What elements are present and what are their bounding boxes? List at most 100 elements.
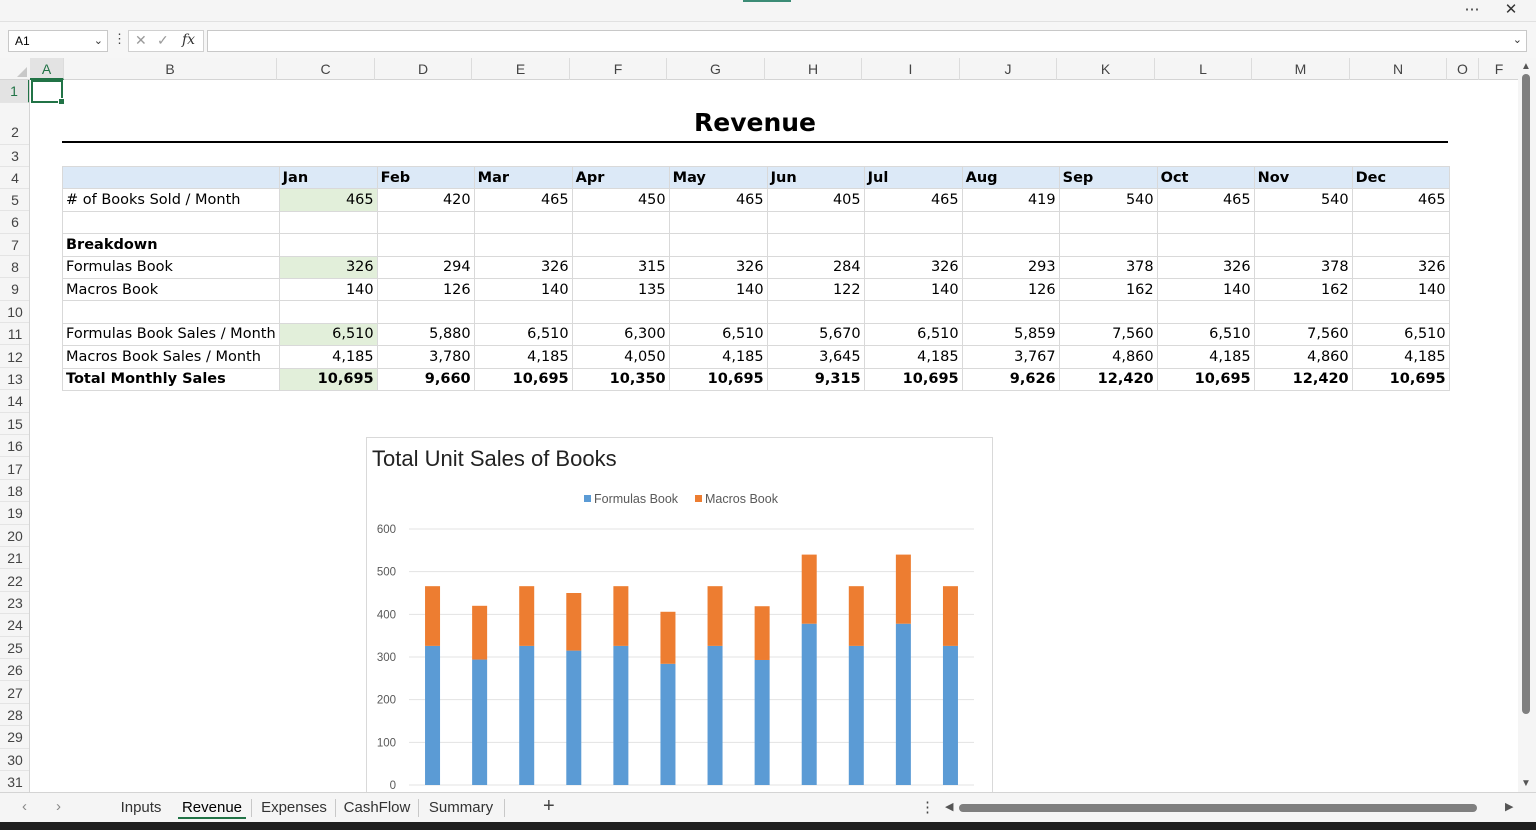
value-cell[interactable]: 10,695 [668,367,768,391]
column-header[interactable]: B [64,58,277,80]
empty-cell[interactable] [668,233,768,257]
column-header[interactable]: J [960,58,1057,80]
value-cell[interactable]: 465 [473,188,573,212]
add-sheet-icon[interactable]: + [543,795,555,817]
horizontal-scrollbar[interactable]: ◀ ▶ [945,801,1515,814]
scroll-up-icon[interactable]: ▲ [1521,61,1531,72]
empty-cell[interactable] [863,233,963,257]
row-header[interactable]: 23 [0,592,29,614]
value-cell[interactable]: 122 [766,277,865,302]
value-cell[interactable]: 162 [1253,277,1353,302]
empty-cell[interactable] [961,233,1060,257]
row-label[interactable]: # of Books Sold / Month [62,188,280,212]
empty-cell[interactable] [1253,300,1353,324]
empty-cell[interactable] [571,210,670,235]
row-header[interactable]: 4 [0,167,29,189]
value-cell[interactable]: 140 [1351,277,1450,302]
value-cell[interactable]: 326 [863,255,963,279]
row-header[interactable]: 18 [0,480,29,502]
empty-cell[interactable] [473,233,573,257]
value-cell[interactable]: 420 [376,188,475,212]
insert-function-icon[interactable]: fx [182,32,196,48]
row-header[interactable]: 25 [0,637,29,659]
close-icon[interactable]: ✕ [1504,1,1518,18]
column-header[interactable]: O [1447,58,1479,80]
row-label[interactable]: Macros Book [62,277,280,302]
empty-cell[interactable] [766,300,865,324]
value-cell[interactable]: 6,510 [278,322,378,347]
value-cell[interactable]: 140 [473,277,573,302]
next-sheet-icon[interactable]: › [56,798,61,815]
empty-cell[interactable] [473,210,573,235]
value-cell[interactable]: 315 [571,255,670,279]
value-cell[interactable]: 465 [1351,188,1450,212]
tab-inputs[interactable]: Inputs [120,799,162,816]
value-cell[interactable]: 10,695 [473,367,573,391]
value-cell[interactable]: 4,185 [473,345,573,369]
value-cell[interactable]: 5,880 [376,322,475,347]
value-cell[interactable]: 294 [376,255,475,279]
month-header[interactable]: May [668,165,768,190]
row-label[interactable]: Breakdown [62,233,280,257]
empty-cell[interactable] [1253,233,1353,257]
row-header[interactable]: 1 [0,80,29,103]
cancel-icon[interactable]: ✕ [135,32,147,48]
value-cell[interactable]: 6,510 [473,322,573,347]
empty-cell[interactable] [1253,210,1353,235]
empty-cell[interactable] [1156,300,1255,324]
tab-summary[interactable]: Summary [428,799,494,816]
month-header[interactable]: Apr [571,165,670,190]
value-cell[interactable]: 540 [1058,188,1158,212]
value-cell[interactable]: 140 [278,277,378,302]
column-header[interactable]: F [1479,58,1520,80]
vertical-scrollbar[interactable]: ▲ ▼ [1518,58,1536,792]
empty-cell[interactable] [863,210,963,235]
value-cell[interactable]: 540 [1253,188,1353,212]
row-label[interactable]: Macros Book Sales / Month [62,345,280,369]
value-cell[interactable]: 4,860 [1253,345,1353,369]
month-header[interactable]: Nov [1253,165,1353,190]
value-cell[interactable]: 6,300 [571,322,670,347]
more-options-icon[interactable]: ⋯ [1464,1,1480,18]
empty-cell[interactable] [278,210,378,235]
month-header[interactable]: Oct [1156,165,1255,190]
value-cell[interactable]: 12,420 [1253,367,1353,391]
value-cell[interactable]: 10,350 [571,367,670,391]
active-cell-a1[interactable] [31,80,65,105]
month-header[interactable]: Jan [278,165,378,190]
scroll-left-icon[interactable]: ◀ [945,801,954,813]
value-cell[interactable]: 450 [571,188,670,212]
value-cell[interactable]: 465 [278,188,378,212]
empty-cell[interactable] [1058,210,1158,235]
value-cell[interactable]: 284 [766,255,865,279]
empty-cell[interactable] [571,233,670,257]
value-cell[interactable]: 3,780 [376,345,475,369]
row-header[interactable]: 26 [0,659,29,681]
value-cell[interactable]: 5,859 [961,322,1060,347]
row-header[interactable]: 30 [0,749,29,771]
value-cell[interactable]: 140 [863,277,963,302]
column-header[interactable]: I [862,58,960,80]
row-header[interactable]: 22 [0,570,29,592]
row-label[interactable]: Formulas Book Sales / Month [62,322,280,347]
column-header[interactable]: L [1155,58,1252,80]
empty-cell[interactable] [1058,300,1158,324]
value-cell[interactable]: 5,670 [766,322,865,347]
value-cell[interactable]: 9,660 [376,367,475,391]
value-cell[interactable]: 10,695 [278,367,378,391]
column-header[interactable]: F [570,58,667,80]
scroll-down-icon[interactable]: ▼ [1521,778,1531,789]
row-header[interactable]: 6 [0,211,29,234]
value-cell[interactable]: 9,626 [961,367,1060,391]
value-cell[interactable]: 3,767 [961,345,1060,369]
empty-cell[interactable] [1351,210,1450,235]
row-header[interactable]: 8 [0,256,29,278]
empty-cell[interactable] [571,300,670,324]
value-cell[interactable]: 10,695 [1156,367,1255,391]
month-header[interactable]: Dec [1351,165,1450,190]
empty-cell[interactable] [766,210,865,235]
row-header[interactable]: 17 [0,458,29,480]
value-cell[interactable]: 9,315 [766,367,865,391]
empty-cell[interactable] [1156,233,1255,257]
row-header[interactable]: 29 [0,726,29,749]
